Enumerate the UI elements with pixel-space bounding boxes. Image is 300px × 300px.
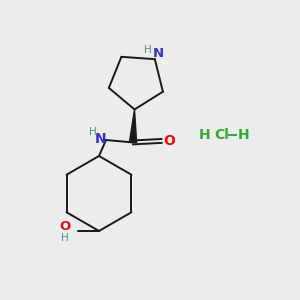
Polygon shape — [129, 110, 137, 142]
Text: H: H — [144, 45, 152, 55]
Text: Cl: Cl — [214, 128, 230, 142]
Text: H: H — [238, 128, 249, 142]
Text: H: H — [61, 232, 69, 243]
Text: N: N — [153, 47, 164, 60]
Text: H: H — [88, 127, 96, 136]
Text: O: O — [163, 134, 175, 148]
Text: N: N — [95, 132, 106, 146]
Text: H: H — [199, 128, 210, 142]
Text: O: O — [59, 220, 71, 233]
